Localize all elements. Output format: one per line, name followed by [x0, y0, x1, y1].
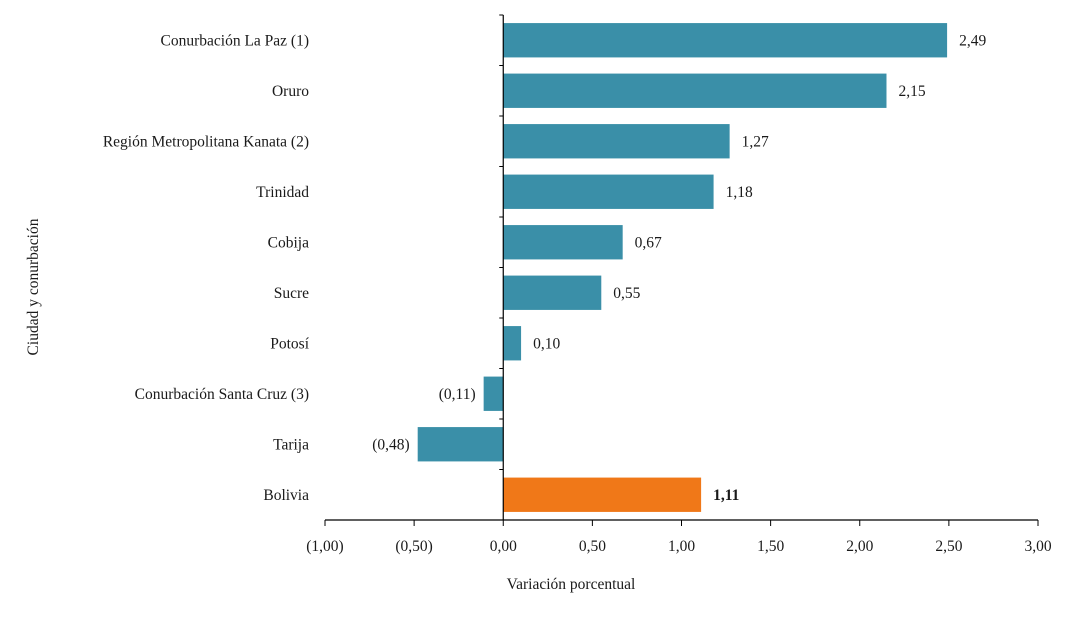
x-tick-label: 3,00	[1024, 538, 1051, 555]
bar	[503, 23, 948, 58]
category-label: Potosí	[270, 335, 309, 352]
category-labels-group: Conurbación La Paz (1) Oruro Región Metrop…	[103, 32, 310, 504]
bar	[483, 376, 504, 411]
data-label: 2,49	[959, 32, 986, 49]
bar	[503, 73, 887, 108]
data-labels-group: 2,49 2,15 1,27 1,18 0,67 0,55 0,10 (0,11) (0,48)…	[372, 32, 986, 504]
category-label: Región Metropolitana Kanata (2)	[103, 133, 309, 150]
data-label: (0,11)	[439, 386, 476, 403]
data-label: 0,55	[613, 285, 640, 302]
x-tick-label: 2,50	[935, 538, 962, 555]
data-label: 2,15	[898, 83, 925, 100]
x-axis-title: Variación porcentual	[507, 576, 636, 593]
x-tick-label: 2,00	[846, 538, 873, 555]
data-label: 1,27	[742, 133, 769, 150]
data-label: 0,10	[533, 335, 560, 352]
y-axis-title: Ciudad y conurbación	[25, 218, 42, 355]
category-label: Conurbación Santa Cruz (3)	[135, 386, 309, 403]
bar	[503, 477, 702, 512]
bar	[503, 275, 602, 310]
bar	[503, 174, 714, 209]
data-label: 1,11	[713, 487, 739, 504]
data-label: 0,67	[635, 234, 662, 251]
x-tick-label: 0,50	[579, 538, 606, 555]
data-label: (0,48)	[372, 436, 409, 453]
x-tick-label: 1,50	[757, 538, 784, 555]
bar	[503, 124, 730, 159]
x-tick-label: 1,00	[668, 538, 695, 555]
bar	[417, 427, 504, 462]
x-tick-label: 0,00	[490, 538, 517, 555]
data-label: 1,18	[726, 184, 753, 201]
category-label: Cobija	[268, 234, 309, 251]
x-ticks-group: (1,00) (0,50) 0,00 0,50 1,00 1,50 2,00 2,50 3,00	[306, 520, 1052, 555]
category-label: Oruro	[272, 83, 309, 100]
x-tick-label: (1,00)	[306, 538, 343, 555]
bar	[503, 225, 623, 260]
category-label: Sucre	[274, 285, 309, 302]
bar	[503, 326, 522, 361]
category-label: Tarija	[273, 436, 309, 453]
category-label: Bolivia	[263, 487, 309, 504]
category-label: Conurbación La Paz (1)	[161, 32, 310, 49]
bars-group	[417, 23, 948, 512]
x-tick-label: (0,50)	[395, 538, 432, 555]
category-label: Trinidad	[256, 184, 309, 201]
y-ticks-group	[499, 14, 504, 521]
